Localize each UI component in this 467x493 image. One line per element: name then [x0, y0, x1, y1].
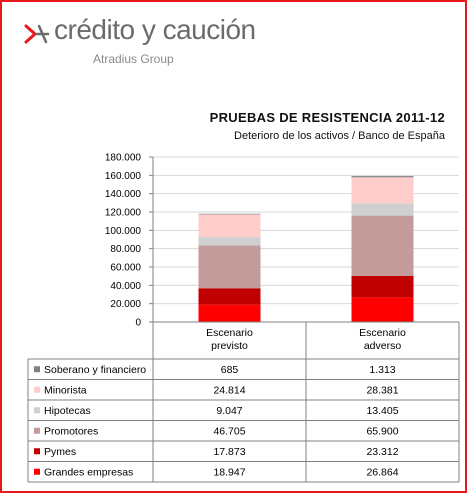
legend-entry: Minorista — [44, 384, 87, 396]
y-tick-label: 140.000 — [105, 189, 142, 200]
y-tick-label: 60.000 — [110, 263, 141, 274]
x-category-label: previsto — [211, 340, 248, 352]
data-label: 13.405 — [366, 405, 398, 417]
legend-swatch — [34, 448, 40, 455]
legend-swatch — [34, 386, 40, 393]
legend-entry: Promotores — [44, 425, 98, 437]
y-tick-label: 160.000 — [105, 171, 142, 182]
bar-segment — [351, 297, 414, 322]
bar-segment — [198, 214, 261, 238]
brand-subname: Atradius Group — [93, 52, 174, 66]
y-tick-label: 20.000 — [110, 299, 141, 310]
bar-segment — [351, 276, 414, 298]
bar-segment — [351, 177, 414, 204]
y-tick-label: 80.000 — [110, 244, 141, 255]
legend-entry: Grandes empresas — [44, 466, 133, 478]
legend-swatch — [34, 468, 40, 475]
y-tick-label: 100.000 — [105, 226, 142, 237]
legend-swatch — [34, 407, 40, 414]
data-label: 1.313 — [369, 364, 395, 376]
data-label: 685 — [221, 364, 239, 376]
y-tick-label: 0 — [135, 318, 141, 329]
y-tick-label: 120.000 — [105, 208, 142, 219]
legend-swatch — [34, 427, 40, 434]
chart-subtitle: Deterioro de los activos / Banco de Espa… — [234, 130, 445, 142]
data-label: 26.864 — [366, 466, 398, 478]
data-label: 46.705 — [213, 425, 245, 437]
x-category-label: Escenario — [359, 327, 406, 339]
data-label: 24.814 — [213, 384, 245, 396]
data-label: 23.312 — [366, 446, 398, 458]
y-tick-label: 180.000 — [105, 153, 142, 164]
bar-segment — [198, 245, 261, 289]
x-category-label: Escenario — [206, 327, 253, 339]
x-category-label: adverso — [364, 340, 402, 352]
bar-segment — [198, 213, 261, 215]
bar-segment — [351, 176, 414, 178]
data-label: 17.873 — [213, 446, 245, 458]
bar-segment — [351, 203, 414, 216]
data-label: 65.900 — [366, 425, 398, 437]
bar-segment — [198, 304, 261, 322]
data-label: 9.047 — [216, 405, 242, 417]
bar-segment — [198, 288, 261, 305]
data-label: 28.381 — [366, 384, 398, 396]
logo-mark-icon — [24, 24, 50, 44]
bar-segment — [351, 215, 414, 277]
y-tick-label: 40.000 — [110, 281, 141, 292]
legend-swatch — [34, 366, 40, 373]
legend-entry: Pymes — [44, 446, 76, 458]
brand-name: crédito y caución — [54, 14, 256, 45]
data-label: 18.947 — [213, 466, 245, 478]
legend-entry: Soberano y financiero — [44, 364, 146, 376]
legend-entry: Hipotecas — [44, 405, 91, 417]
bar-segment — [198, 237, 261, 246]
chart-title: PRUEBAS DE RESISTENCIA 2011-12 — [209, 110, 445, 125]
